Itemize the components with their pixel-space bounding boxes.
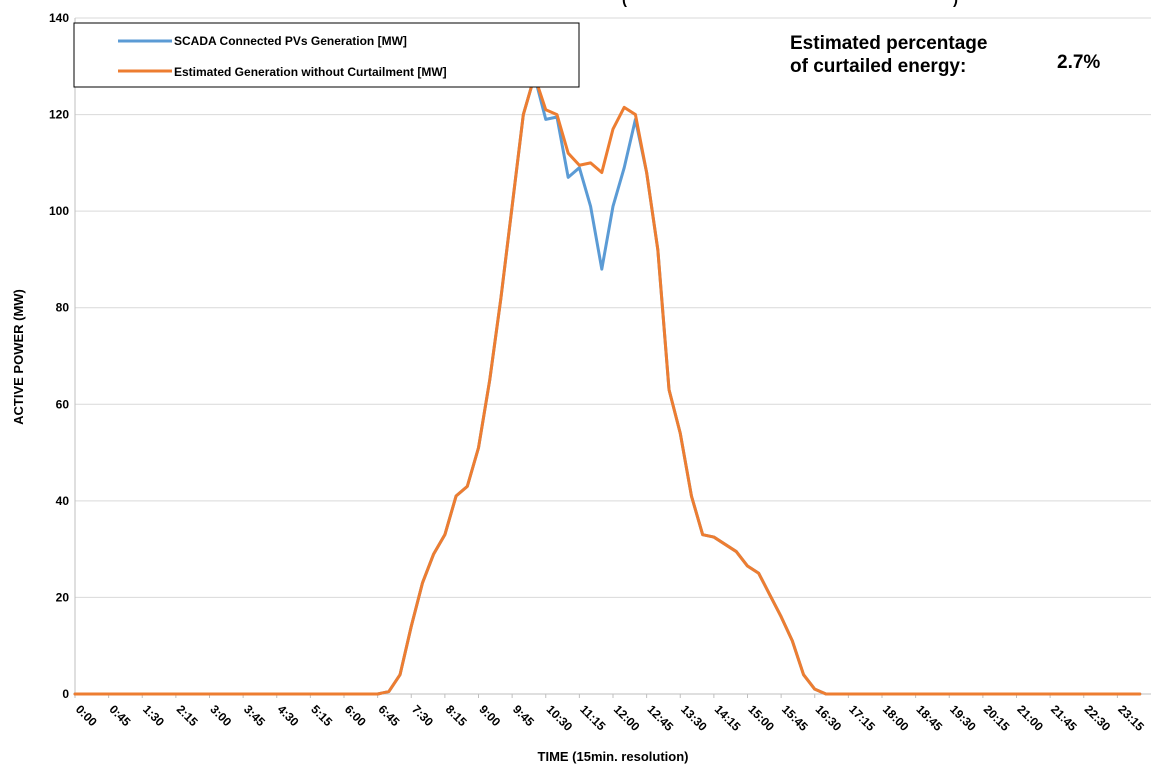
x-tick-label: 2:15 (174, 702, 201, 729)
x-tick-label: 18:00 (880, 702, 912, 734)
y-tick-label: 100 (49, 204, 69, 218)
x-tick-label: 4:30 (275, 702, 302, 729)
x-tick-label: 3:00 (207, 702, 234, 729)
curtailment-label-line2: of curtailed energy: (790, 56, 967, 77)
legend-box (73, 22, 580, 88)
x-tick-label: 21:00 (1014, 702, 1046, 734)
x-tick-label: 7:30 (409, 702, 436, 729)
x-tick-label: 6:00 (342, 702, 369, 729)
legend-label-scada: SCADA Connected PVs Generation [MW] (174, 34, 407, 48)
gridlines (75, 17, 1151, 598)
y-tick-label: 80 (56, 301, 70, 315)
x-tick-label: 17:15 (846, 702, 878, 734)
y-tick-label: 0 (62, 687, 69, 701)
x-tick-label: 9:45 (510, 702, 537, 729)
y-tick-label: 140 (49, 11, 69, 25)
curtailment-percentage-value: 2.7% (1057, 52, 1101, 73)
axes (74, 18, 1151, 698)
x-tick-labels: 0:00 0:45 1:30 2:15 3:00 3:45 4:30 5:15 6:00 6:45… (73, 702, 1147, 734)
x-tick-label: 15:00 (745, 702, 777, 734)
legend-label-estimated: Estimated Generation without Curtailment… (174, 65, 447, 79)
chart-title-fragment-right: ) (953, 0, 958, 8)
x-tick-label: 11:15 (577, 702, 608, 733)
y-tick-labels: 0 20 40 60 80 100 120 140 (49, 11, 69, 701)
x-tick-label: 16:30 (813, 702, 845, 734)
series-line-estimated (73, 74, 1142, 696)
x-tick-label: 22:30 (1082, 702, 1114, 734)
curtailment-label-line1: Estimated percentage (790, 33, 988, 54)
x-tick-label: 10:30 (544, 702, 576, 734)
curtailment-annotation-label: Estimated percentage of curtailed energy… (790, 32, 987, 78)
x-tick-label: 12:45 (645, 702, 677, 734)
x-tick-label: 5:15 (308, 702, 335, 729)
x-tick-label: 15:45 (779, 702, 811, 734)
x-tick-label: 18:45 (914, 702, 946, 734)
x-tick-label: 6:45 (376, 702, 403, 729)
x-axis-title: TIME (15min. resolution) (538, 749, 689, 764)
x-tick-label: 14:15 (712, 702, 744, 734)
chart-title-fragment-left: ( (622, 0, 627, 8)
y-axis-title: ACTIVE POWER (MW) (11, 289, 26, 425)
x-tick-label: 13:30 (678, 702, 710, 734)
x-tick-label: 8:15 (443, 702, 470, 729)
x-tick-label: 0:00 (73, 702, 100, 729)
series-line-scada (73, 74, 1142, 696)
x-tick-label: 1:30 (140, 702, 167, 729)
x-tick-label: 0:45 (107, 702, 134, 729)
x-tick-label: 21:45 (1048, 702, 1080, 734)
x-tick-label: 12:00 (611, 702, 643, 734)
series-lines (73, 74, 1142, 696)
y-tick-label: 20 (56, 590, 70, 604)
y-tick-label: 40 (56, 494, 70, 508)
x-tick-label: 3:45 (241, 702, 268, 729)
x-tick-label: 19:30 (947, 702, 979, 734)
x-tick-label: 23:15 (1115, 702, 1147, 734)
x-tick-label: 20:15 (981, 702, 1013, 734)
legend: SCADA Connected PVs Generation [MW] Esti… (73, 22, 580, 88)
y-tick-label: 60 (56, 397, 70, 411)
y-tick-label: 120 (49, 108, 69, 122)
x-tick-label: 9:00 (476, 702, 503, 729)
